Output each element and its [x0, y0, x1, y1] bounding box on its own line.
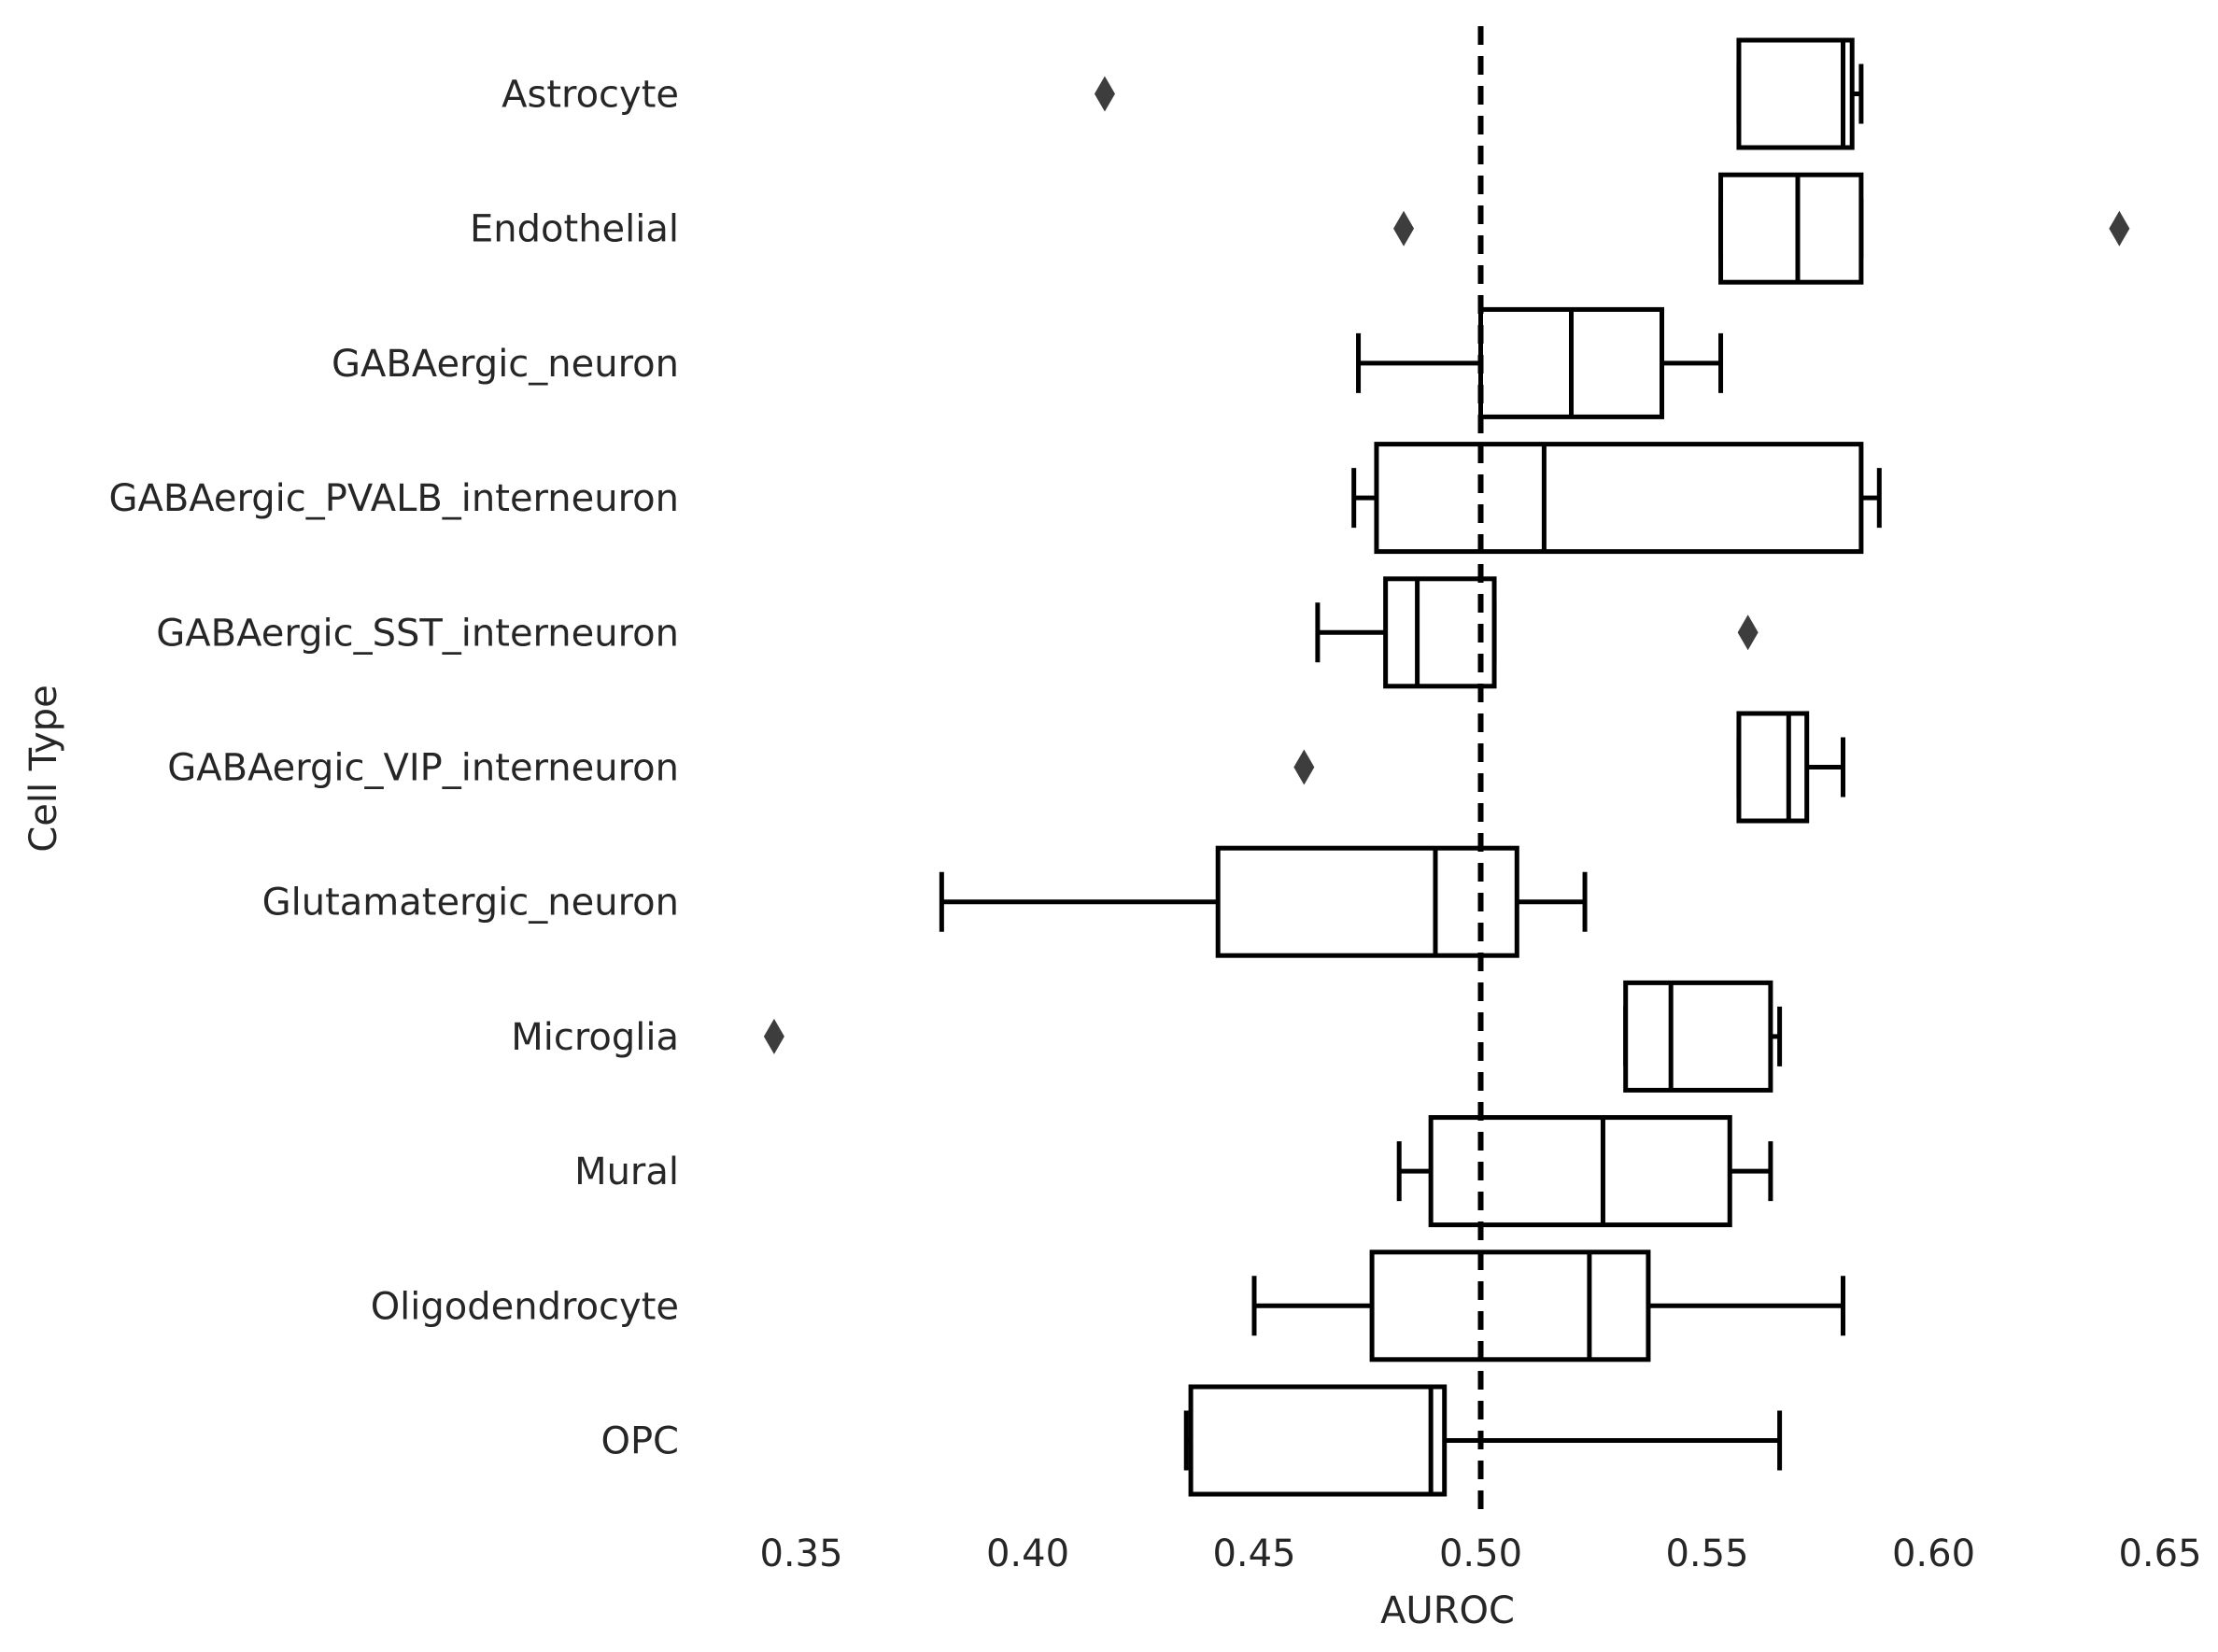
iqr-box	[1369, 1250, 1651, 1363]
box-gabaergic-pvalb-interneuron	[1351, 442, 1882, 555]
box-mural	[1396, 1115, 1773, 1228]
category-label: Oligodendrocyte	[371, 1285, 679, 1328]
box-astrocyte	[1094, 37, 1864, 150]
iqr-box	[1718, 172, 1864, 285]
category-label: GABAergic_SST_interneuron	[156, 612, 679, 655]
x-axis-label: AUROC	[1380, 1589, 1515, 1632]
iqr-box	[1623, 980, 1773, 1093]
outlier-point	[1393, 210, 1415, 247]
iqr-box	[1428, 1115, 1732, 1228]
category-label: Mural	[574, 1151, 679, 1193]
x-tick-label: 0.65	[2118, 1532, 2201, 1575]
box-endothelial	[1393, 172, 2130, 285]
category-label: OPC	[600, 1420, 679, 1463]
box-gabaergic-vip-interneuron	[1293, 711, 1845, 824]
category-label: GABAergic_VIP_interneuron	[167, 747, 679, 790]
box-gabaergic-sst-interneuron	[1315, 576, 1759, 689]
x-tick-label: 0.60	[1892, 1532, 1975, 1575]
x-tick-label: 0.45	[1212, 1532, 1295, 1575]
category-label: GABAergic_neuron	[332, 343, 679, 386]
outlier-point	[1293, 749, 1315, 785]
category-label: GABAergic_PVALB_interneuron	[108, 477, 679, 520]
category-label: Endothelial	[470, 208, 679, 251]
outlier-point	[1737, 614, 1759, 651]
x-tick-label: 0.35	[759, 1532, 842, 1575]
category-label: Microglia	[511, 1016, 679, 1059]
y-axis-label: Cell Type	[22, 685, 65, 852]
boxes-layer	[763, 37, 2130, 1497]
box-opc	[1183, 1384, 1783, 1497]
outlier-point	[763, 1018, 784, 1054]
box-oligodendrocyte	[1251, 1250, 1845, 1363]
category-label: Glutamatergic_neuron	[262, 882, 679, 925]
iqr-box	[1188, 1384, 1448, 1497]
iqr-box	[1736, 37, 1855, 150]
iqr-box	[1215, 845, 1519, 958]
iqr-box	[1374, 442, 1864, 555]
box-gabaergic-neuron	[1356, 306, 1724, 419]
x-tick-label: 0.55	[1665, 1532, 1748, 1575]
category-labels: Astrocyte Endothelial GABAergic_neuron GABA…	[108, 74, 679, 1463]
x-tick-labels: 0.35 0.40 0.45 0.50 0.55 0.60 0.65	[759, 1532, 2201, 1575]
outlier-point	[2109, 210, 2130, 247]
outlier-point	[1094, 76, 1115, 112]
iqr-box	[1736, 711, 1810, 824]
x-tick-label: 0.50	[1439, 1532, 1522, 1575]
iqr-box	[1383, 576, 1497, 689]
category-label: Astrocyte	[502, 74, 679, 117]
x-tick-label: 0.40	[986, 1532, 1069, 1575]
box-glutamatergic-neuron	[939, 845, 1588, 958]
box-microglia	[763, 980, 1783, 1093]
